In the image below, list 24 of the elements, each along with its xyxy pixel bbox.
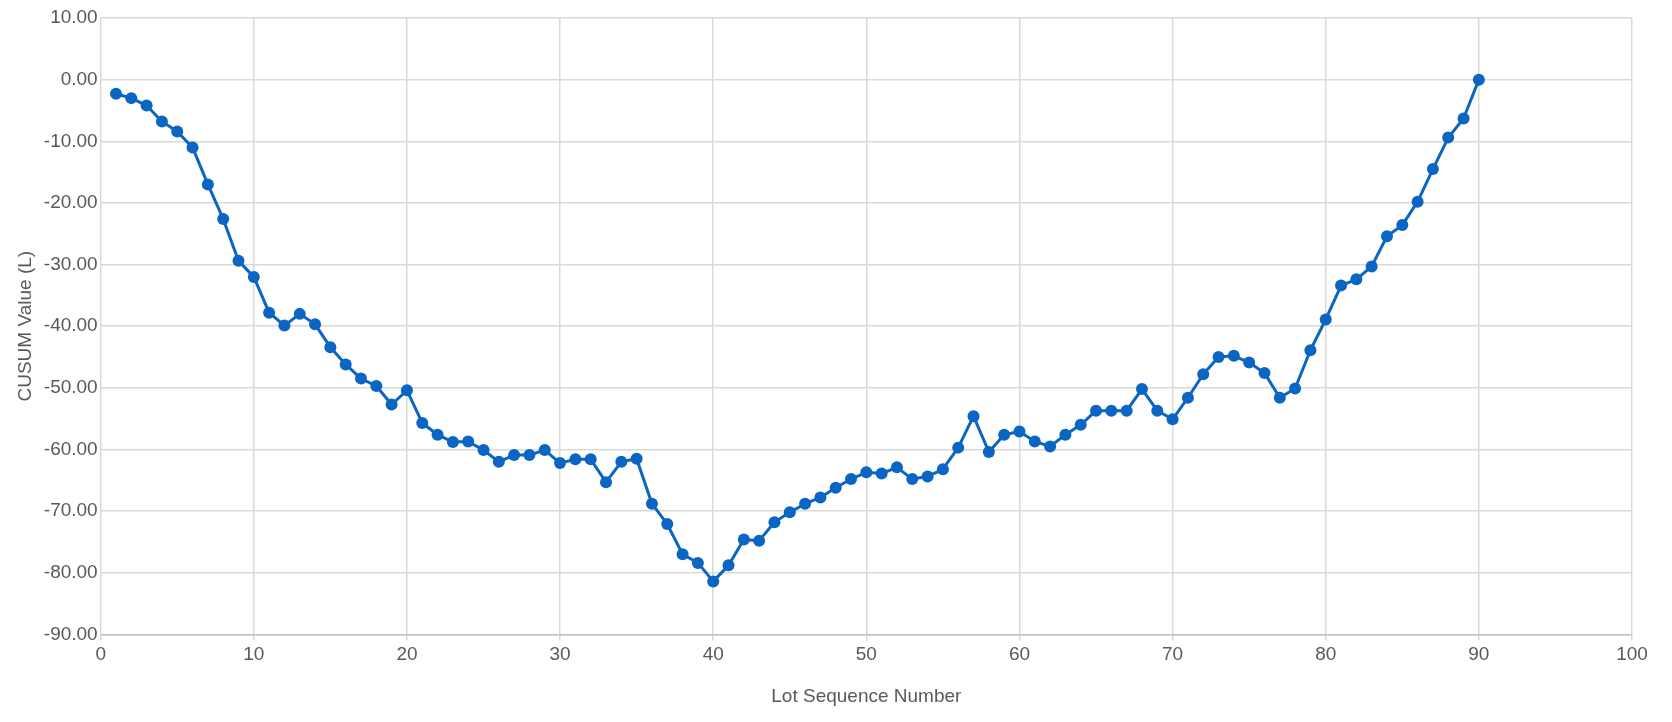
x-tick-label: 0 (95, 643, 106, 665)
x-tick-label: 70 (1162, 643, 1184, 665)
x-tick-label: 90 (1468, 643, 1490, 665)
y-tick-label: -90.00 (43, 622, 98, 644)
y-tick-label: -40.00 (43, 314, 98, 336)
x-tick-label: 30 (549, 643, 571, 665)
y-tick-label: -10.00 (43, 129, 98, 151)
y-tick-label: 10.00 (50, 6, 98, 28)
y-tick-label: -70.00 (43, 499, 98, 521)
x-tick-label: 50 (855, 643, 877, 665)
y-tick-label: -50.00 (43, 376, 98, 398)
x-tick-label: 80 (1315, 643, 1337, 665)
y-tick-label: -60.00 (43, 437, 98, 459)
y-tick-label: -80.00 (43, 560, 98, 582)
y-tick-label: -20.00 (43, 191, 98, 213)
x-tick-label: 60 (1008, 643, 1031, 665)
x-tick-label: 20 (396, 643, 418, 665)
y-axis-title: CUSUM Value (L) (13, 250, 35, 402)
x-tick-label: 10 (243, 643, 265, 665)
x-tick-label: 100 (1616, 643, 1648, 665)
y-tick-label: -30.00 (43, 252, 98, 274)
x-tick-label: 40 (702, 643, 724, 665)
y-tick-label: 0.00 (60, 67, 98, 89)
x-axis-title: Lot Sequence Number (771, 684, 963, 706)
